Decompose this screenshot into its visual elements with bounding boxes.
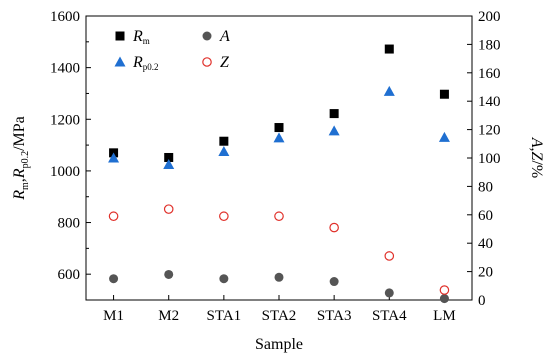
data-point-series-2 xyxy=(329,277,339,287)
legend-marker-2 xyxy=(202,31,212,41)
data-point-series-1 xyxy=(383,85,395,96)
y-right-tick-label: 160 xyxy=(478,66,501,82)
y-left-axis-title: Rm,Rp0.2/MPa xyxy=(11,116,31,201)
data-point-series-1 xyxy=(438,131,450,142)
y-right-axis-title: A,Z/% xyxy=(528,137,545,178)
x-tick-label: M1 xyxy=(103,308,124,324)
legend-marker-3 xyxy=(202,57,212,67)
data-point-series-0 xyxy=(274,123,284,133)
data-point-series-3 xyxy=(439,285,450,295)
data-point-series-3 xyxy=(384,251,395,261)
x-axis: M1 M2 STA1 STA2 STA3 STA4 LM xyxy=(103,295,456,324)
y-left-tick-label: 1600 xyxy=(50,9,80,25)
data-point-series-1 xyxy=(163,158,175,169)
data-point-series-0 xyxy=(384,44,394,54)
data-point-series-1 xyxy=(273,132,285,143)
data-point-series-2 xyxy=(164,269,174,279)
data-point-series-2 xyxy=(274,272,284,282)
x-tick-label: STA1 xyxy=(207,308,242,324)
legend-entry-1: Rp0.2 xyxy=(132,54,159,72)
y-left-tick-label: 600 xyxy=(58,267,81,283)
y-left-tick-label: 1200 xyxy=(50,112,80,128)
legend: Rm Rp0.2 AZ xyxy=(114,28,230,72)
y-right-tick-label: 0 xyxy=(478,293,486,309)
data-marks xyxy=(108,44,450,304)
y-left-axis: 600 800 1000 1200 1400 1600 xyxy=(50,9,91,283)
y-right-tick-label: 80 xyxy=(478,179,493,195)
y-right-tick-label: 20 xyxy=(478,265,493,281)
y-left-tick-label: 800 xyxy=(58,216,81,232)
y-right-axis: 0 20 40 60 80 100 120 140 160 180 200 xyxy=(467,9,501,309)
y-right-tick-label: 100 xyxy=(478,151,501,167)
y-left-tick-label: 1400 xyxy=(50,61,80,77)
x-tick-label: STA3 xyxy=(317,308,352,324)
y-right-tick-label: 180 xyxy=(478,37,501,53)
data-point-series-3 xyxy=(108,211,119,222)
legend-marker-1 xyxy=(114,56,126,67)
plot-frame xyxy=(85,15,473,301)
x-tick-label: STA4 xyxy=(372,308,407,324)
data-point-series-2 xyxy=(219,274,229,284)
legend-entry-2: A xyxy=(219,28,230,45)
y-right-tick-label: 60 xyxy=(478,208,493,224)
data-point-series-2 xyxy=(384,288,394,298)
data-point-series-0 xyxy=(439,89,449,99)
data-point-series-3 xyxy=(163,204,174,214)
data-point-series-1 xyxy=(108,152,120,163)
x-axis-title: Sample xyxy=(255,336,303,353)
data-point-series-2 xyxy=(439,294,449,304)
y-right-tick-label: 200 xyxy=(478,9,501,25)
data-point-series-3 xyxy=(274,211,284,222)
data-point-series-0 xyxy=(329,109,339,119)
y-right-tick-label: 140 xyxy=(478,94,501,110)
data-point-series-1 xyxy=(328,125,340,136)
legend-entry-3: Z xyxy=(220,54,230,71)
data-point-series-1 xyxy=(218,146,230,157)
legend-entry-0: Rm xyxy=(132,28,150,46)
legend-marker-0 xyxy=(115,31,125,41)
data-point-series-3 xyxy=(329,222,339,233)
data-point-series-0 xyxy=(164,152,174,162)
x-tick-label: LM xyxy=(433,308,456,324)
y-left-tick-label: 1000 xyxy=(50,164,80,180)
data-point-series-2 xyxy=(109,274,119,284)
data-point-series-3 xyxy=(219,211,229,222)
x-tick-label: M2 xyxy=(158,308,179,324)
data-point-series-0 xyxy=(219,136,229,146)
y-right-tick-label: 120 xyxy=(478,123,501,139)
y-right-tick-label: 40 xyxy=(478,236,493,252)
x-tick-label: STA2 xyxy=(262,308,297,324)
